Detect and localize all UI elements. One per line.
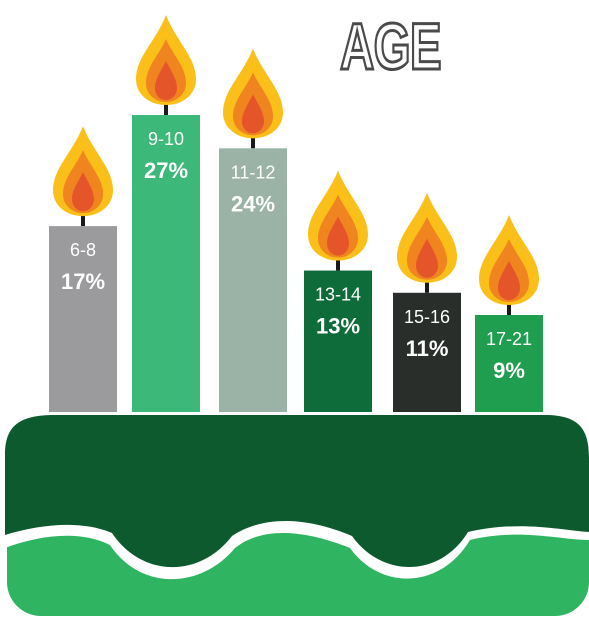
cake-group: [5, 412, 589, 616]
chart-title: AGE: [339, 8, 443, 85]
category-label-2: 11-12: [231, 162, 276, 182]
category-label-0: 6-8: [70, 240, 96, 260]
candle-wick-3: [336, 258, 340, 271]
value-label-4: 11%: [406, 336, 449, 361]
candle-flame-5: [479, 215, 539, 315]
bar-11-12: [219, 148, 287, 426]
candle-flame-0: [53, 126, 113, 227]
value-label-3: 13%: [316, 314, 360, 339]
flame-inner-2: [242, 94, 264, 134]
value-label-2: 24%: [231, 191, 275, 216]
candle-flame-3: [308, 170, 368, 271]
flame-inner-0: [72, 172, 94, 212]
bar-13-14: [304, 270, 372, 425]
category-label-1: 9-10: [148, 129, 184, 149]
category-label-3: 13-14: [315, 285, 361, 305]
candle-flame-2: [223, 48, 283, 149]
category-label-4: 15-16: [404, 307, 450, 327]
flame-inner-3: [327, 216, 349, 256]
candle-wick-5: [507, 303, 511, 315]
bar-6-8: [49, 226, 117, 425]
flame-inner-5: [498, 261, 520, 300]
candle-wick-0: [81, 214, 85, 227]
category-label-5: 17-21: [486, 329, 532, 349]
candle-flame-1: [136, 15, 196, 115]
candle-flame-4: [397, 192, 457, 293]
bar-9-10: [132, 115, 200, 425]
cake-frosting: [5, 415, 589, 568]
flame-inner-4: [416, 238, 438, 278]
value-label-0: 17%: [61, 269, 105, 294]
value-label-1: 27%: [144, 158, 188, 183]
value-label-5: 9%: [493, 358, 525, 383]
candle-wick-2: [251, 136, 255, 149]
candle-wick-1: [164, 103, 168, 115]
candle-wick-4: [425, 280, 429, 293]
bar-17-21: [475, 315, 543, 425]
bar-15-16: [393, 292, 461, 425]
candles-group: 6-8 17% 9-10 27% 11-12 24% 13-14 13% 15-16 11% 17-…: [49, 15, 543, 426]
flame-inner-1: [155, 61, 177, 100]
